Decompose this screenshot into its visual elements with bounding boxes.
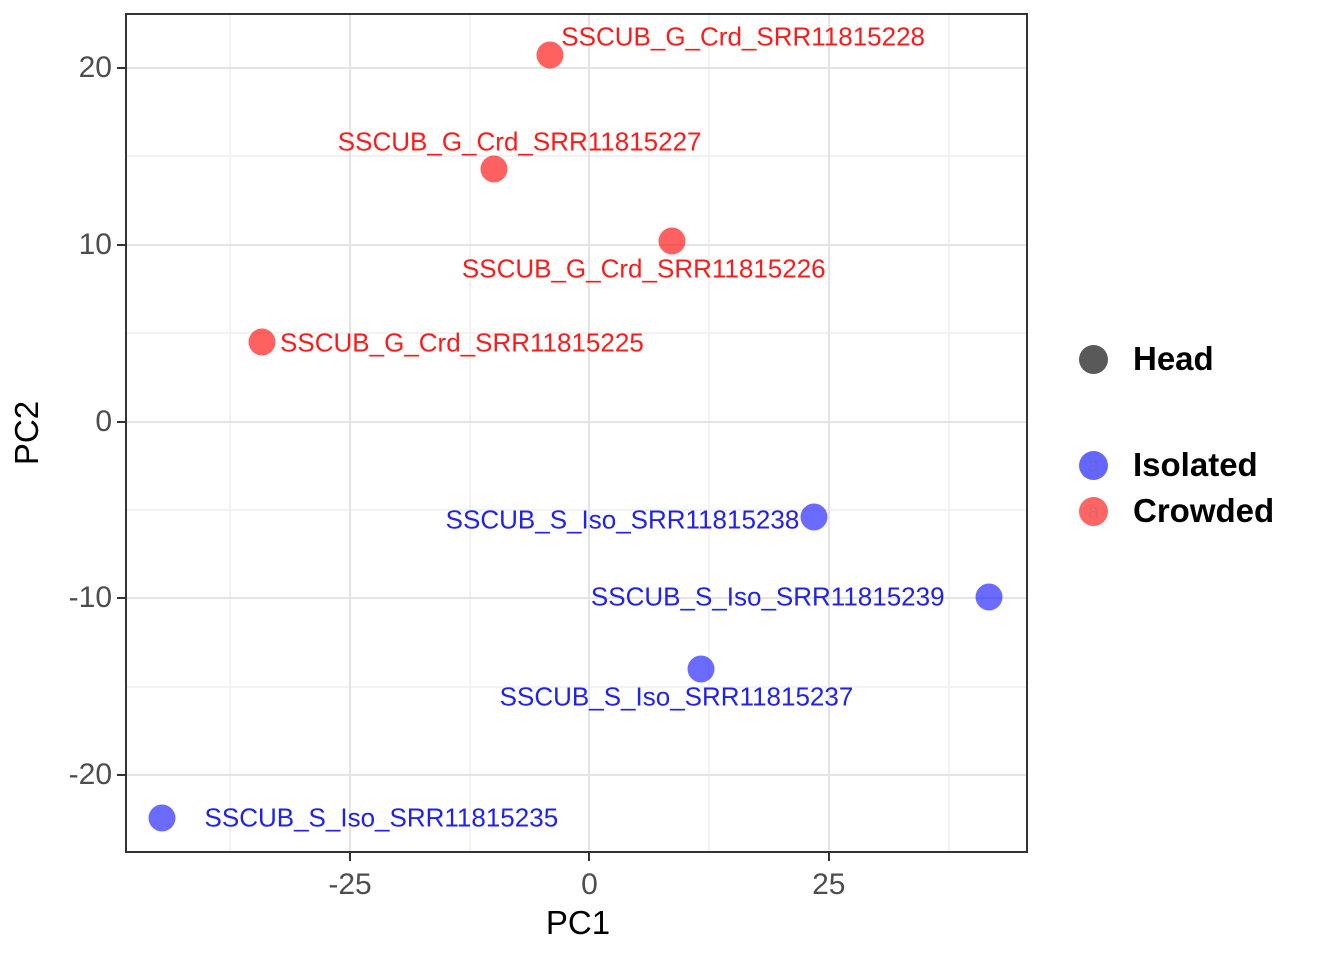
y-axis-title: PC2 <box>8 400 45 466</box>
y-tick-label: 10 <box>78 227 112 261</box>
point-label: SSCUB_S_Iso_SRR11815237 <box>499 681 854 712</box>
y-tick-label: -10 <box>68 581 112 615</box>
point-label: SSCUB_S_Iso_SRR11815239 <box>590 581 945 612</box>
y-tick-label: 20 <box>78 50 112 84</box>
x-tick-label: 0 <box>581 868 598 901</box>
legend: Head a Isolated a Crowded <box>1079 336 1274 594</box>
major-gridline-horizontal <box>125 243 1028 246</box>
x-tick-label: 25 <box>812 868 846 901</box>
major-gridline-vertical <box>827 13 830 853</box>
y-axis-tick <box>117 420 125 423</box>
x-axis-tick <box>588 853 591 861</box>
major-gridline-horizontal <box>125 420 1028 423</box>
minor-gridline-horizontal <box>125 508 1028 511</box>
y-axis-tick <box>117 597 125 600</box>
minor-gridline-vertical <box>229 13 232 853</box>
legend-key-a-icon: a <box>1079 496 1108 526</box>
data-point-isolated <box>148 804 176 832</box>
x-axis-tick <box>827 853 830 861</box>
legend-key-dot-icon <box>1079 344 1108 374</box>
legend-label: Crowded <box>1133 492 1275 529</box>
data-point-crowded <box>536 41 564 69</box>
legend-group: Head <box>1079 336 1274 382</box>
data-point-crowded <box>658 227 686 255</box>
plot-panel <box>125 13 1028 853</box>
major-gridline-vertical <box>588 13 591 853</box>
data-point-isolated <box>800 503 827 531</box>
major-gridline-vertical <box>349 13 352 853</box>
minor-gridline-horizontal <box>125 155 1028 158</box>
data-point-crowded <box>480 155 508 183</box>
legend-label: Head <box>1133 340 1214 377</box>
x-tick-label: -25 <box>328 868 372 901</box>
minor-gridline-horizontal <box>125 685 1028 688</box>
minor-gridline-vertical <box>468 13 471 853</box>
y-axis-tick <box>117 774 125 777</box>
data-point-isolated <box>975 583 1003 611</box>
major-gridline-horizontal <box>125 66 1028 69</box>
point-label: SSCUB_G_Crd_SRR11815225 <box>280 327 644 358</box>
minor-gridline-vertical <box>708 13 711 853</box>
point-label: SSCUB_G_Crd_SRR11815228 <box>561 21 926 52</box>
legend-entry-head: Head <box>1079 336 1274 382</box>
legend-entry-isolated: a Isolated <box>1079 442 1274 488</box>
point-label: SSCUB_S_Iso_SRR11815235 <box>204 802 559 833</box>
y-tick-label: 0 <box>95 404 112 438</box>
y-axis-tick <box>117 243 125 246</box>
legend-key-a-icon: a <box>1079 450 1108 480</box>
minor-gridline-horizontal <box>125 332 1028 335</box>
x-axis-title: PC1 <box>545 904 611 941</box>
data-point-crowded <box>248 328 276 356</box>
legend-group: a Isolated a Crowded <box>1079 442 1274 534</box>
legend-entry-crowded: a Crowded <box>1079 488 1274 534</box>
legend-label: Isolated <box>1133 446 1258 483</box>
data-point-isolated <box>687 655 714 683</box>
x-axis-tick <box>349 853 352 861</box>
point-label: SSCUB_G_Crd_SRR11815226 <box>461 253 826 284</box>
minor-gridline-vertical <box>947 13 950 853</box>
major-gridline-horizontal <box>125 597 1028 600</box>
y-tick-label: -20 <box>68 758 112 792</box>
y-axis-tick <box>117 66 125 69</box>
major-gridline-horizontal <box>125 774 1028 777</box>
point-label: SSCUB_S_Iso_SRR11815238 <box>445 504 800 535</box>
point-label: SSCUB_G_Crd_SRR11815227 <box>337 126 702 157</box>
